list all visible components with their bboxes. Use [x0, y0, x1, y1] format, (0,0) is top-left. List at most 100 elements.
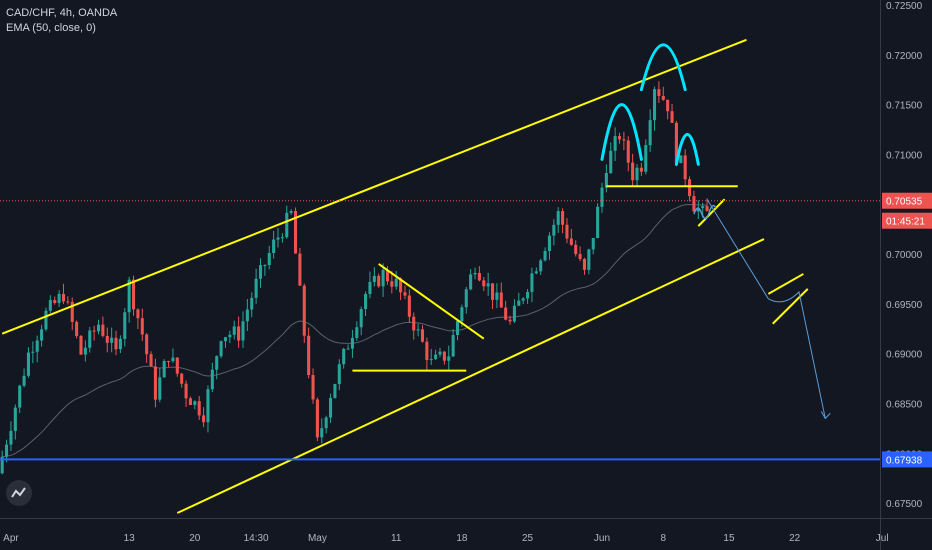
candle-body	[364, 294, 368, 310]
wedge-upper-line	[378, 263, 485, 340]
x-tick-label: 15	[723, 533, 735, 544]
candle-body	[394, 278, 398, 287]
candle-body	[425, 341, 429, 361]
candle-body	[114, 337, 118, 350]
candle-body	[193, 401, 197, 405]
candle-body	[666, 99, 670, 112]
candle-body	[390, 281, 394, 287]
candle-body	[639, 167, 643, 172]
candle-body	[0, 456, 4, 474]
candle-body	[617, 136, 622, 140]
candle-body	[578, 254, 582, 259]
x-tick-label: 20	[189, 533, 201, 544]
candle-body	[648, 120, 652, 146]
candle-body	[552, 224, 556, 236]
y-tick-label: 0.70000	[886, 250, 923, 261]
candle-body	[324, 417, 328, 429]
candle-body	[346, 348, 350, 350]
chart-legend: CAD/CHF, 4h, OANDA EMA (50, close, 0)	[6, 6, 117, 36]
y-tick-label: 0.69500	[886, 300, 923, 311]
candle-body	[473, 272, 477, 275]
x-tick-label: 25	[522, 533, 534, 544]
candle-body	[613, 136, 617, 151]
candle-body	[512, 305, 516, 322]
candle-body	[79, 335, 83, 355]
indicator-label[interactable]: EMA (50, close, 0)	[6, 22, 96, 34]
candle-body	[118, 338, 122, 350]
candles	[0, 81, 709, 475]
candle-body	[451, 334, 455, 357]
candle-body	[75, 321, 79, 336]
candle-body	[263, 265, 267, 267]
candle-body	[197, 401, 201, 416]
candle-body	[342, 348, 346, 365]
candle-body	[609, 150, 613, 174]
x-tick-label: May	[308, 533, 327, 544]
candle-body	[372, 275, 376, 282]
candle-body	[701, 206, 705, 209]
candle-body	[101, 324, 105, 336]
candle-body	[517, 300, 521, 306]
candle-body	[110, 337, 114, 343]
candle-body	[228, 334, 232, 338]
candle-body	[635, 167, 639, 181]
candle-body	[83, 347, 87, 355]
candle-body	[674, 122, 678, 164]
candle-body	[180, 373, 184, 384]
candle-body	[276, 237, 280, 240]
candle-body	[455, 321, 460, 335]
candle-body	[149, 354, 153, 367]
candle-body	[385, 269, 389, 282]
projection-wave	[693, 204, 717, 220]
candle-body	[258, 265, 263, 279]
candle-body	[267, 253, 271, 266]
flag2-lower-line	[772, 288, 809, 325]
candle-body	[499, 292, 503, 308]
candle-body	[565, 224, 569, 239]
y-tick-label: 0.67500	[886, 499, 923, 510]
support-price-tag: 0.67938	[886, 455, 923, 466]
candle-body	[626, 140, 630, 163]
candle-body	[175, 357, 179, 374]
candle-body	[561, 211, 565, 225]
candle-body	[223, 337, 228, 342]
candle-body	[464, 289, 468, 308]
candle-body	[123, 312, 127, 339]
candle-body	[26, 352, 30, 376]
candle-body	[539, 260, 543, 272]
candle-body	[61, 293, 66, 302]
symbol-label[interactable]: CAD/CHF, 4h, OANDA	[6, 7, 118, 19]
projection-path	[706, 198, 826, 419]
candle-body	[407, 295, 411, 317]
candle-body	[705, 206, 709, 212]
y-tick-label: 0.69000	[886, 350, 923, 361]
channel-upper-line	[1, 38, 747, 335]
candle-body	[140, 318, 144, 335]
tradingview-logo-icon[interactable]	[6, 480, 32, 506]
candle-body	[530, 273, 534, 292]
candle-body	[153, 366, 157, 400]
candle-body	[241, 321, 245, 341]
candle-body	[289, 211, 293, 213]
candle-body	[48, 300, 52, 311]
ema-line	[2, 203, 708, 458]
channel-lower-line	[176, 238, 765, 514]
flag-lower-line	[697, 198, 726, 227]
candle-body	[22, 375, 26, 386]
candle-body	[399, 278, 403, 293]
candle-body	[420, 329, 425, 342]
candle-body	[307, 335, 311, 376]
candle-body	[482, 280, 486, 287]
flag2-upper-line	[767, 273, 804, 295]
candle-body	[57, 293, 61, 303]
candle-body	[403, 292, 407, 296]
x-tick-label: 8	[661, 533, 667, 544]
candle-body	[495, 292, 499, 300]
projection-arrow	[820, 411, 831, 420]
x-tick-label: 18	[456, 533, 468, 544]
candle-body	[215, 356, 219, 370]
candle-body	[521, 298, 525, 301]
candle-body	[127, 279, 131, 313]
candle-body	[683, 155, 687, 180]
